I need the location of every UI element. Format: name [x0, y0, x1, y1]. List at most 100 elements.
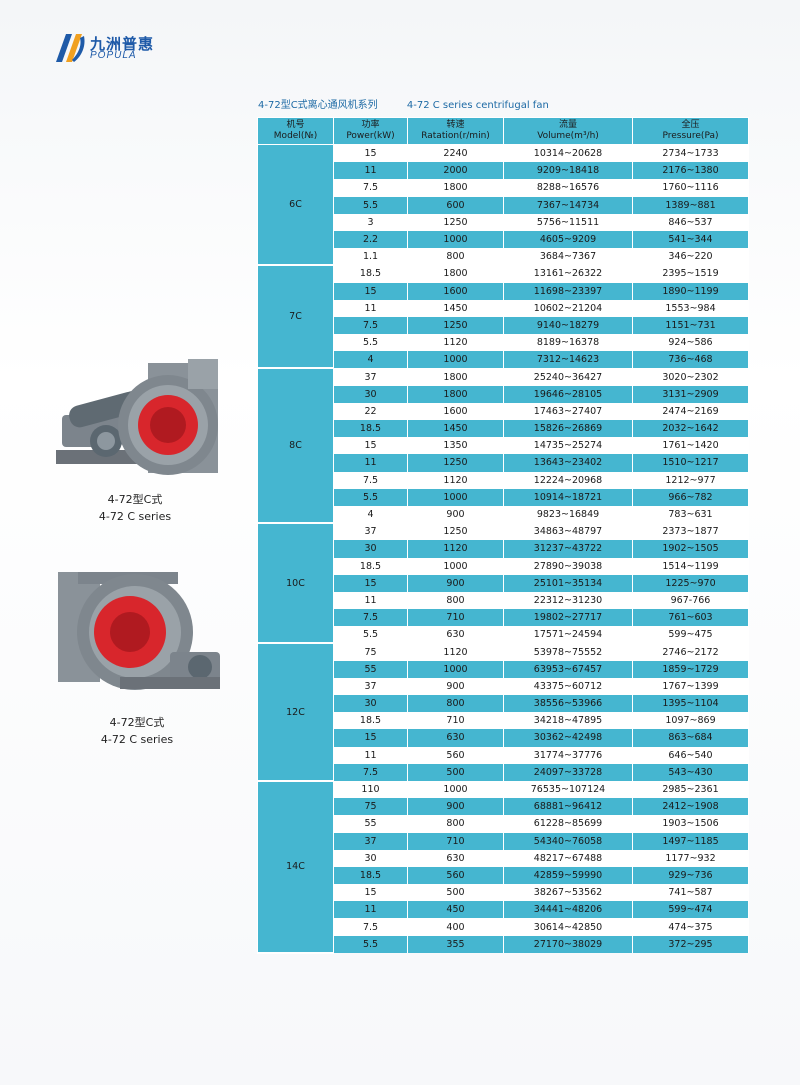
model-cell: 8C	[257, 368, 334, 525]
power-cell: 4	[333, 505, 408, 524]
rotation-cell: 450	[407, 901, 504, 919]
table-row: 7.5 500 24097~33728 543~430	[258, 763, 749, 781]
table-row: 18.5 710 34218~47895 1097~869	[258, 712, 749, 730]
table-row: 11 1250 13643~23402 1510~1217	[258, 454, 749, 472]
pressure-cell: 541~344	[632, 230, 749, 249]
pressure-cell: 599~475	[632, 626, 749, 644]
volume-cell: 24097~33728	[503, 763, 633, 781]
pressure-cell: 846~537	[632, 213, 749, 231]
rotation-cell: 1600	[407, 282, 504, 300]
power-cell: 4	[333, 351, 408, 369]
table-heading-en: 4-72 C series centrifugal fan	[406, 100, 549, 111]
table-row: 30 1120 31237~43722 1902~1505	[258, 540, 749, 558]
power-cell: 5.5	[333, 334, 408, 352]
power-cell: 18.5	[333, 557, 408, 575]
fan-caption-1-en: 4-72 C series	[98, 510, 172, 523]
power-cell: 75	[333, 798, 408, 816]
table-row: 30 800 38556~53966 1395~1104	[258, 695, 749, 713]
table-row: 18.5 1450 15826~26869 2032~1642	[258, 420, 749, 438]
pressure-cell: 1902~1505	[632, 540, 749, 558]
table-row: 5.5 355 27170~38029 372~295	[258, 935, 749, 953]
pressure-cell: 761~603	[632, 609, 749, 627]
pressure-cell: 2985~2361	[632, 780, 749, 799]
rotation-cell: 900	[407, 574, 504, 592]
table-row: 1.1 800 3684~7367 346~220	[258, 248, 749, 266]
model-cell: 7C	[257, 265, 334, 370]
pressure-cell: 2373~1877	[632, 523, 749, 541]
rotation-cell: 1350	[407, 437, 504, 455]
pressure-cell: 1497~1185	[632, 832, 749, 850]
volume-cell: 38556~53966	[503, 695, 633, 713]
table-row: 5.5 1000 10914~18721 966~782	[258, 488, 749, 506]
volume-cell: 13643~23402	[503, 454, 633, 472]
volume-cell: 63953~67457	[503, 660, 633, 678]
power-cell: 15	[333, 437, 408, 455]
power-cell: 30	[333, 695, 408, 713]
volume-cell: 3684~7367	[503, 248, 633, 266]
volume-cell: 8288~16576	[503, 179, 633, 197]
power-cell: 22	[333, 402, 408, 420]
pressure-cell: 646~540	[632, 746, 749, 764]
rotation-cell: 1250	[407, 316, 504, 335]
power-cell: 7.5	[333, 471, 408, 489]
rotation-cell: 800	[407, 591, 504, 610]
popula-logo-icon	[56, 34, 85, 62]
pressure-cell: 1225~970	[632, 574, 749, 592]
rotation-cell: 355	[407, 935, 504, 953]
pressure-cell: 474~375	[632, 918, 749, 936]
rotation-cell: 1450	[407, 420, 504, 438]
pressure-cell: 1859~1729	[632, 660, 749, 678]
volume-cell: 10914~18721	[503, 488, 633, 506]
fan-caption-1: 4-72型C式 4-72 C series	[80, 491, 190, 525]
pressure-cell: 1761~1420	[632, 437, 749, 455]
rotation-cell: 2000	[407, 162, 504, 180]
volume-cell: 43375~60712	[503, 677, 633, 695]
rotation-cell: 1000	[407, 351, 504, 369]
rotation-cell: 1250	[407, 213, 504, 231]
rotation-cell: 630	[407, 626, 504, 644]
table-row: 11 450 34441~48206 599~474	[258, 901, 749, 919]
pressure-cell: 2474~2169	[632, 402, 749, 420]
pressure-cell: 1760~1116	[632, 179, 749, 197]
rotation-cell: 900	[407, 798, 504, 816]
table-row: 15 1600 11698~23397 1890~1199	[258, 282, 749, 300]
table-row: 4 1000 7312~14623 736~468	[258, 351, 749, 369]
fan-caption-1-cn: 4-72型C式	[107, 493, 163, 506]
volume-cell: 5756~11511	[503, 213, 633, 231]
brand-logo: 九洲普惠 POPULA	[52, 30, 162, 64]
rotation-cell: 400	[407, 918, 504, 936]
centrifugal-fan-illustration	[58, 572, 220, 690]
power-cell: 18.5	[333, 712, 408, 730]
power-cell: 15	[333, 574, 408, 592]
volume-cell: 31774~37776	[503, 746, 633, 764]
volume-cell: 19802~27717	[503, 609, 633, 627]
volume-cell: 27890~39038	[503, 557, 633, 575]
model-cell: 14C	[257, 780, 334, 954]
table-row: 7.5 1250 9140~18279 1151~731	[258, 316, 749, 335]
table-row: 30 1800 19646~28105 3131~2909	[258, 385, 749, 403]
rotation-cell: 600	[407, 196, 504, 214]
power-cell: 11	[333, 901, 408, 919]
volume-cell: 9209~18418	[503, 162, 633, 180]
header-volume: 流量 Volume(m³/h)	[503, 117, 633, 145]
table-row: 8C 37 1800 25240~36427 3020~2302	[257, 368, 749, 525]
rotation-cell: 1120	[407, 643, 504, 661]
table-row: 37 710 54340~76058 1497~1185	[258, 832, 749, 850]
power-cell: 5.5	[333, 196, 408, 214]
power-cell: 37	[333, 832, 408, 850]
table-row: 2.2 1000 4605~9209 541~344	[258, 230, 749, 249]
rotation-cell: 1800	[407, 265, 504, 283]
rotation-cell: 500	[407, 763, 504, 781]
volume-cell: 7312~14623	[503, 351, 633, 369]
volume-cell: 76535~107124	[503, 780, 633, 799]
rotation-cell: 1000	[407, 230, 504, 249]
rotation-cell: 710	[407, 712, 504, 730]
model-cell: 12C	[257, 643, 334, 782]
pressure-cell: 543~430	[632, 763, 749, 781]
power-cell: 15	[333, 884, 408, 902]
power-cell: 30	[333, 385, 408, 403]
pressure-cell: 924~586	[632, 334, 749, 352]
power-cell: 37	[333, 523, 408, 541]
rotation-cell: 800	[407, 248, 504, 266]
fan-image-1	[48, 355, 223, 480]
